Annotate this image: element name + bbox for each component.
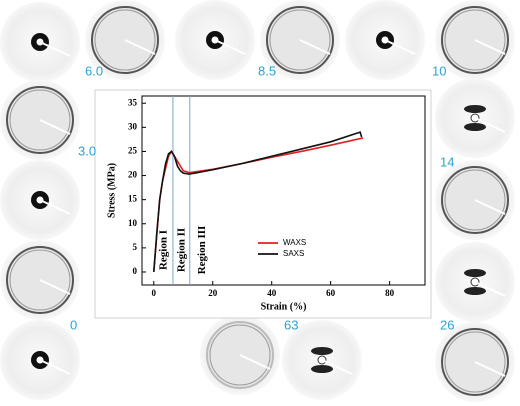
legend-label: SAXS	[283, 249, 304, 258]
pattern-label: 0	[70, 317, 77, 332]
x-tick-label: 20	[208, 288, 218, 298]
pattern	[260, 0, 340, 80]
x-tick-label: 60	[326, 288, 336, 298]
pattern-label: 8.5	[258, 63, 276, 78]
series-line	[152, 131, 363, 273]
pattern	[0, 240, 80, 320]
pattern	[0, 160, 80, 240]
y-axis-title: Stress (MPa)	[106, 163, 117, 218]
pattern-ring	[209, 324, 271, 386]
pattern-lobe	[464, 269, 486, 277]
pattern	[435, 322, 515, 402]
pattern-label: 6.0	[85, 63, 103, 78]
beamstop	[39, 41, 71, 57]
x-tick-label: 0	[152, 288, 157, 298]
beamstop	[239, 354, 271, 370]
y-tick-label: 10	[128, 218, 138, 228]
pattern-lobe	[311, 347, 333, 355]
x-tick-label: 80	[385, 288, 395, 298]
beamstop	[39, 199, 71, 215]
pattern-label: 3.0	[78, 143, 96, 158]
y-tick-label: 0	[133, 266, 138, 276]
pattern	[175, 0, 255, 80]
pattern-ring	[9, 249, 71, 311]
beamstop	[39, 279, 71, 295]
pattern	[435, 78, 515, 158]
pattern-label: 63	[284, 317, 298, 332]
pattern	[85, 0, 165, 80]
region-label: Region II	[175, 228, 187, 272]
pattern	[435, 0, 515, 80]
pattern	[435, 160, 515, 240]
y-tick-label: 25	[128, 146, 138, 156]
region-label: Region I	[158, 230, 170, 270]
pattern-label: 26	[440, 317, 454, 332]
beamstop	[299, 39, 331, 55]
pattern	[0, 80, 80, 160]
x-tick-label: 40	[267, 288, 277, 298]
pattern-ring	[444, 9, 506, 71]
beamstop	[474, 39, 506, 55]
chart: 0 20 40 60 80 0 5 10 15 20 25 30 35 Strain (%) Stress …	[106, 95, 426, 312]
beamstop	[384, 39, 416, 55]
pattern-ring	[269, 9, 331, 71]
pattern-ring	[9, 89, 71, 151]
beamstop	[474, 361, 506, 377]
pattern	[0, 320, 80, 400]
y-tick-label: 35	[128, 97, 138, 107]
y-tick-label: 5	[133, 242, 138, 252]
pattern-ring	[94, 9, 156, 71]
plot-area	[141, 95, 426, 286]
beamstop	[321, 359, 353, 375]
pattern-ring	[444, 169, 506, 231]
beamstop	[39, 119, 71, 135]
pattern-label: 14	[440, 154, 454, 169]
beamstop	[474, 281, 506, 297]
pattern-lobe	[464, 105, 486, 113]
pattern-ring	[444, 331, 506, 393]
chart-frame	[94, 89, 432, 319]
pattern-lobe	[464, 123, 486, 131]
beamstop	[124, 39, 156, 55]
pattern	[345, 0, 425, 80]
y-tick-label: 15	[128, 194, 138, 204]
legend-label: WAXS	[283, 238, 306, 247]
pattern	[0, 2, 80, 82]
pattern	[282, 320, 362, 400]
y-tick-label: 30	[128, 121, 138, 131]
pattern	[435, 242, 515, 322]
region-label: Region III	[196, 226, 208, 275]
y-tick-label: 20	[128, 170, 138, 180]
x-axis-title: Strain (%)	[261, 301, 307, 312]
beamstop	[474, 199, 506, 215]
pattern-label: 10	[432, 63, 446, 78]
beamstop	[214, 39, 246, 55]
pattern	[200, 315, 280, 395]
pattern-lobe	[464, 287, 486, 295]
pattern-lobe	[311, 365, 333, 373]
beamstop	[39, 359, 71, 375]
beamstop	[474, 117, 506, 133]
